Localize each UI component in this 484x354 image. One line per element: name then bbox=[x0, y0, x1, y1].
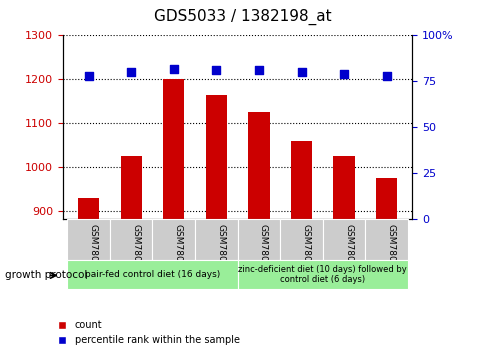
Point bbox=[212, 68, 220, 73]
Point bbox=[85, 73, 92, 79]
Text: GSM780666: GSM780666 bbox=[173, 224, 182, 279]
Bar bbox=[237, 219, 280, 260]
Bar bbox=[237, 260, 407, 289]
Bar bbox=[333, 156, 354, 354]
Point bbox=[127, 69, 135, 75]
Text: GSM780671: GSM780671 bbox=[386, 224, 395, 279]
Text: GSM780667: GSM780667 bbox=[216, 224, 225, 279]
Bar bbox=[322, 219, 364, 260]
Bar bbox=[121, 156, 141, 354]
Bar bbox=[163, 79, 184, 354]
Text: zinc-deficient diet (10 days) followed by
control diet (6 days): zinc-deficient diet (10 days) followed b… bbox=[238, 265, 407, 284]
Text: GSM780669: GSM780669 bbox=[301, 224, 310, 279]
Bar bbox=[67, 219, 110, 260]
Text: GSM780664: GSM780664 bbox=[89, 224, 97, 279]
Bar bbox=[78, 199, 99, 354]
Bar bbox=[290, 141, 312, 354]
Text: GSM780670: GSM780670 bbox=[344, 224, 352, 279]
Point bbox=[340, 71, 348, 77]
Bar bbox=[375, 178, 396, 354]
Text: GSM780668: GSM780668 bbox=[258, 224, 267, 279]
Bar bbox=[205, 95, 227, 354]
Point bbox=[382, 73, 390, 79]
Text: pair-fed control diet (16 days): pair-fed control diet (16 days) bbox=[85, 270, 220, 279]
Bar bbox=[280, 219, 322, 260]
Legend: count, percentile rank within the sample: count, percentile rank within the sample bbox=[48, 316, 243, 349]
Bar bbox=[248, 112, 269, 354]
Point bbox=[169, 66, 177, 72]
Text: growth protocol: growth protocol bbox=[5, 270, 87, 280]
Bar bbox=[152, 219, 195, 260]
Point bbox=[255, 68, 262, 73]
Bar bbox=[110, 219, 152, 260]
Bar bbox=[195, 219, 237, 260]
Bar bbox=[67, 260, 237, 289]
Point bbox=[297, 69, 305, 75]
Bar bbox=[364, 219, 407, 260]
Text: GSM780665: GSM780665 bbox=[131, 224, 140, 279]
Text: GDS5033 / 1382198_at: GDS5033 / 1382198_at bbox=[153, 9, 331, 25]
